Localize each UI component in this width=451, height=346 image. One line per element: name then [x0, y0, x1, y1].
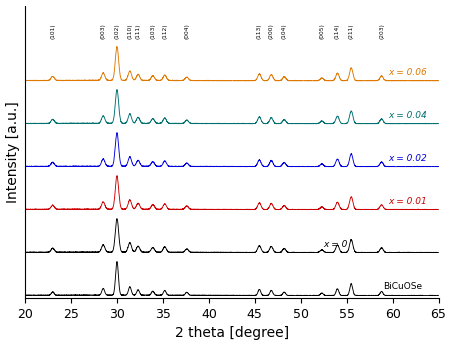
Text: (003): (003)	[101, 23, 106, 39]
Text: (113): (113)	[256, 24, 261, 39]
Text: (211): (211)	[348, 24, 353, 39]
Text: (112): (112)	[162, 24, 167, 39]
X-axis label: 2 theta [degree]: 2 theta [degree]	[175, 326, 288, 340]
Text: (111): (111)	[135, 24, 140, 39]
Text: (200): (200)	[268, 23, 273, 39]
Text: (103): (103)	[150, 24, 155, 39]
Text: (104): (104)	[281, 24, 286, 39]
Text: (114): (114)	[334, 24, 339, 39]
Y-axis label: Intensity [a.u.]: Intensity [a.u.]	[5, 101, 19, 203]
Text: x = 0.04: x = 0.04	[387, 111, 426, 120]
Text: (102): (102)	[114, 24, 119, 39]
Text: (101): (101)	[50, 24, 55, 39]
Text: x = 0: x = 0	[323, 239, 347, 248]
Text: (110): (110)	[127, 24, 132, 39]
Text: (203): (203)	[378, 23, 383, 39]
Text: (005): (005)	[318, 23, 324, 39]
Text: BiCuOSe: BiCuOSe	[382, 282, 422, 291]
Text: x = 0.01: x = 0.01	[387, 197, 426, 206]
Text: x = 0.06: x = 0.06	[387, 68, 426, 77]
Text: x = 0.02: x = 0.02	[387, 154, 426, 163]
Text: (004): (004)	[184, 23, 189, 39]
